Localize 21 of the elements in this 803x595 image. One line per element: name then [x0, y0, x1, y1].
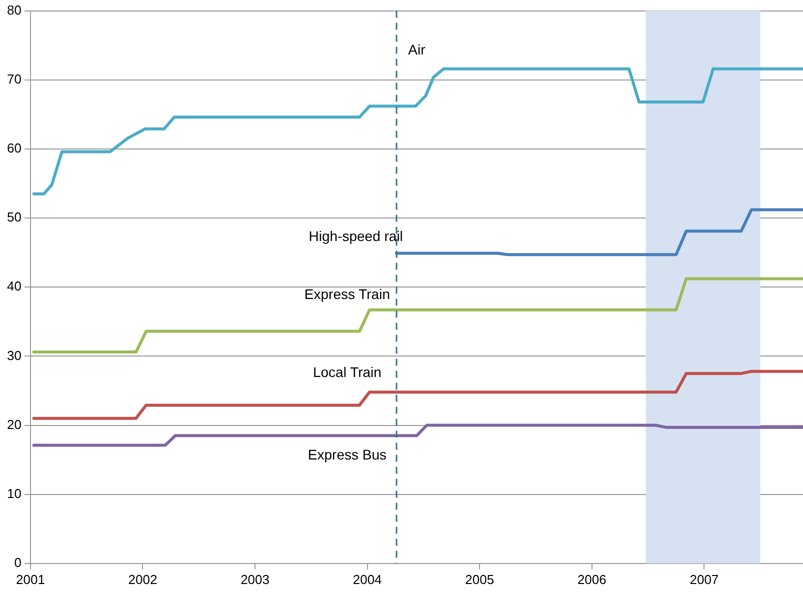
x-tick-label: 2004	[352, 572, 382, 587]
series-label: Express Bus	[308, 446, 386, 462]
series-label: Air	[408, 42, 426, 58]
x-tick-label: 2002	[128, 572, 158, 587]
y-tick-label: 20	[6, 416, 22, 432]
series-label: Express Train	[304, 286, 390, 302]
y-tick-label: 0	[14, 554, 22, 570]
y-tick-label: 60	[6, 140, 22, 156]
x-tick-label: 2003	[240, 572, 270, 587]
series-label: High-speed rail	[308, 228, 403, 244]
y-tick-label: 30	[6, 348, 22, 363]
y-tick-label: 50	[6, 210, 22, 225]
series-label: Local Train	[312, 364, 382, 380]
y-tick-label: 40	[6, 278, 22, 294]
y-tick-label: 70	[6, 71, 22, 86]
x-tick-label: 2005	[465, 572, 494, 587]
x-tick-label: 2001	[16, 572, 45, 587]
x-tick-label: 2006	[577, 572, 606, 587]
y-tick-label: 80	[6, 2, 22, 18]
y-tick-label: 10	[6, 486, 22, 501]
x-tick-label: 2007	[690, 572, 719, 587]
